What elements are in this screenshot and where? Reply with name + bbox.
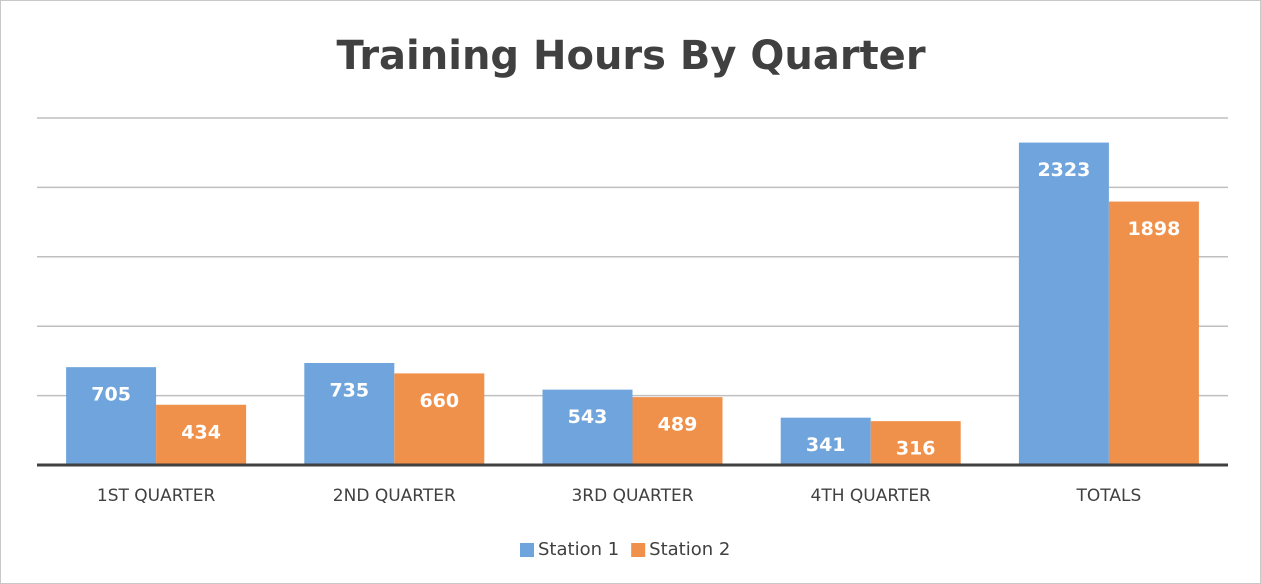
bar [632,397,723,465]
value-label: 341 [806,434,846,456]
legend-swatch [631,543,646,557]
bar [1108,201,1199,465]
x-tick-label: 1ST QUARTER [97,486,216,506]
value-label: 434 [181,421,221,443]
bar [394,373,485,465]
bar [304,362,395,465]
bar [1018,142,1109,465]
value-label: 660 [419,390,459,412]
value-label: 735 [329,379,369,401]
bar [780,417,871,465]
bar [542,389,633,465]
chart-title: Training Hours By Quarter [336,33,925,79]
bar [156,404,247,465]
x-tick-label: 4TH QUARTER [811,486,932,506]
bar [66,367,157,465]
value-label: 316 [896,438,936,460]
value-label: 705 [91,384,131,406]
value-label: 1898 [1127,218,1180,240]
legend-label: Station 2 [649,539,730,560]
value-label: 543 [568,406,608,428]
x-tick-label: 2ND QUARTER [333,486,456,506]
x-tick-label: 3RD QUARTER [571,486,693,506]
legend-label: Station 1 [538,539,619,560]
bar [870,421,961,465]
x-tick-label: TOTALS [1076,486,1142,506]
value-label: 2323 [1037,159,1090,181]
value-label: 489 [658,414,698,436]
legend-swatch [520,543,534,557]
